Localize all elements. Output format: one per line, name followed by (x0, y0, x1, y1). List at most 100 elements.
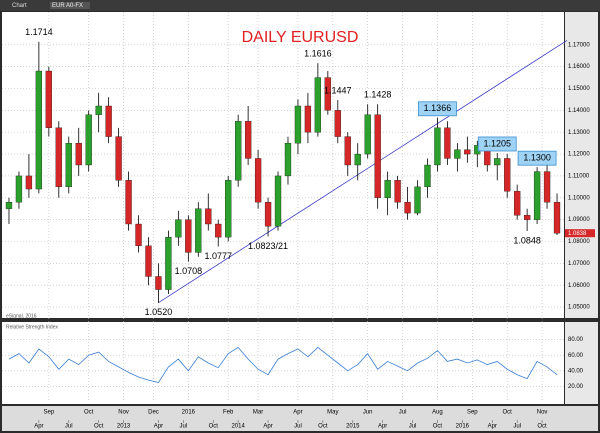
x-tick-label: Apr (488, 424, 497, 430)
candle-body (324, 77, 331, 111)
annotation: 1.0708 (175, 266, 203, 276)
x-tick-label: Apr (34, 424, 43, 430)
x-tick-label: Dec (148, 410, 159, 416)
x-tick-label: Nov (537, 410, 548, 416)
last-price-label: 1.0838 (568, 231, 587, 237)
x-tick-label: Mar (253, 410, 263, 416)
x-tick-label: Oct (318, 424, 328, 430)
candle-body (504, 158, 511, 192)
candle-body (125, 180, 132, 225)
y-tick-label: 1.13000 (568, 130, 590, 136)
x-tick-label: Oct (94, 424, 104, 430)
x-tick-label: 2015 (346, 424, 360, 430)
symbol-box[interactable] (50, 2, 90, 9)
candle-body (45, 70, 52, 128)
axes: 1.05000 1.06000 1.07000 1.08000 1.09000 1.100… (34, 42, 590, 429)
candle-body (334, 110, 341, 137)
x-tick-label: May (327, 410, 338, 416)
y-tick-label: 1.06000 (568, 283, 590, 289)
y-tick-label: 60.00 (568, 353, 584, 359)
candle-body (215, 223, 222, 238)
candle-body (344, 136, 351, 166)
y-tick-label: 1.07000 (568, 261, 590, 267)
price-axis (565, 12, 598, 318)
candle-body (404, 202, 411, 214)
annotation-box (477, 136, 517, 152)
candle-body (195, 208, 202, 253)
x-tick-label: Aug (432, 410, 443, 416)
candle-body (35, 70, 43, 190)
candle-body (244, 121, 252, 159)
candle-body (225, 180, 232, 238)
x-tick-label: Oct (503, 410, 513, 416)
x-tick-label: Jul (65, 424, 73, 430)
annotation: 1.1616 (304, 49, 332, 59)
footer: eSignal, 2016 (6, 313, 37, 319)
y-tick-label: 80.00 (568, 337, 584, 343)
x-tick-label: Feb (223, 410, 234, 416)
x-tick-label: Apr (378, 424, 387, 430)
x-tick-label: 2016 (182, 410, 196, 416)
candle-body (294, 105, 302, 144)
x-tick-label: 2014 (231, 424, 245, 430)
y-tick-label: 1.05000 (568, 305, 590, 311)
symbol: EUR A0-FX (52, 3, 83, 9)
x-tick-label: Apr (263, 424, 272, 430)
candle-body (553, 202, 561, 234)
x-tick-label: Jun (363, 410, 373, 416)
candle-body (314, 77, 322, 133)
annotation-box (517, 150, 557, 166)
annotation: 1.0848 (513, 235, 541, 245)
x-tick-label: Jul (399, 410, 407, 416)
candle-body (394, 180, 401, 203)
candle-body (533, 171, 541, 220)
x-tick-label: Apr (154, 424, 163, 430)
annotation: 1.0823/21 (248, 241, 288, 251)
candle-body (374, 114, 381, 198)
x-tick-label: Jul (180, 424, 188, 430)
x-tick-label: Apr (293, 410, 302, 416)
candle-body (5, 202, 13, 209)
x-tick-label: Sep (467, 410, 478, 416)
annotation-box (418, 101, 457, 117)
annotation: 1.1447 (324, 85, 352, 95)
candle-body (235, 121, 242, 181)
candle-body (15, 175, 23, 203)
candle-body (254, 158, 262, 203)
candle-body (274, 175, 282, 227)
x-tick-label: Jul (294, 424, 302, 430)
x-tick-label: Jul (409, 424, 417, 430)
x-tick-label: Oct (537, 424, 547, 430)
candle-body (304, 105, 312, 133)
y-tick-label: 1.16000 (568, 64, 590, 70)
x-tick-label: Oct (84, 410, 94, 416)
candle-body (185, 219, 192, 253)
x-tick-label: Sep (43, 410, 54, 416)
candle-body (284, 142, 292, 177)
candle-body (155, 276, 162, 290)
indicator-name: Relative Strength Index (6, 324, 58, 330)
annotation: 1.1428 (364, 90, 392, 100)
candle-body (65, 142, 72, 188)
candle-body (135, 223, 142, 247)
candle-body (145, 245, 152, 277)
candle-body (264, 202, 272, 227)
candle-body (354, 153, 361, 166)
candle-body (494, 158, 501, 166)
candle-body (205, 208, 212, 225)
toolbar (0, 0, 600, 11)
y-tick-label: 1.14000 (568, 108, 590, 114)
y-tick-label: 1.10000 (568, 195, 590, 201)
annotation: 1.1366 (424, 103, 452, 113)
candle-body (115, 136, 122, 181)
y-tick-label: 40.00 (568, 368, 584, 374)
x-tick-label: 2013 (117, 424, 131, 430)
candle-body (105, 105, 112, 137)
annotation: 1.0520 (145, 307, 173, 317)
candle-body (444, 127, 451, 159)
candle-body (454, 149, 461, 159)
candle-body (85, 114, 92, 166)
candle-body (75, 142, 82, 166)
price-panel (2, 12, 564, 318)
